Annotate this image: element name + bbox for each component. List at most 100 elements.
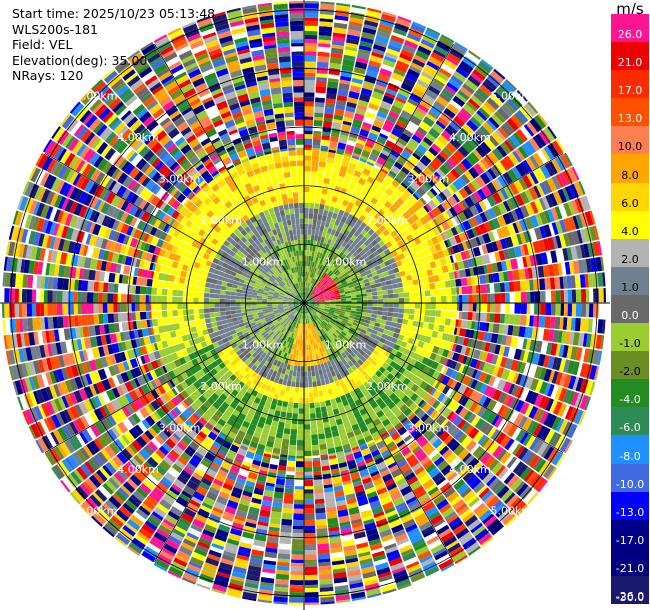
range-gate bbox=[388, 307, 394, 313]
range-gate bbox=[323, 260, 328, 267]
range-gate bbox=[349, 179, 358, 188]
range-gate bbox=[318, 39, 331, 45]
range-gate bbox=[313, 208, 319, 215]
range-gate bbox=[406, 68, 420, 79]
range-gate bbox=[312, 285, 317, 291]
range-gate bbox=[308, 392, 314, 398]
range-gate bbox=[365, 111, 376, 120]
range-gate bbox=[294, 480, 304, 487]
range-gate bbox=[329, 140, 338, 149]
range-gate bbox=[351, 297, 357, 301]
range-gate bbox=[381, 179, 391, 188]
range-gate bbox=[366, 9, 381, 18]
range-gate bbox=[332, 224, 339, 231]
range-gate bbox=[406, 225, 415, 234]
range-gate bbox=[307, 294, 312, 300]
range-gate bbox=[377, 294, 384, 299]
range-gate bbox=[316, 538, 329, 545]
range-gate bbox=[378, 216, 386, 225]
range-gate bbox=[442, 175, 452, 186]
range-gate bbox=[476, 110, 488, 121]
range-gate bbox=[376, 135, 387, 145]
range-gate bbox=[304, 532, 316, 540]
range-gate bbox=[419, 98, 433, 110]
range-gate bbox=[567, 289, 573, 303]
range-gate bbox=[308, 296, 313, 301]
range-gate bbox=[342, 223, 349, 230]
range-gate bbox=[356, 247, 363, 254]
range-gate bbox=[441, 87, 455, 100]
range-gate bbox=[330, 266, 336, 272]
range-gate bbox=[308, 271, 311, 278]
range-gate bbox=[307, 295, 312, 300]
range-gate bbox=[571, 303, 577, 317]
range-gate bbox=[513, 314, 521, 326]
range-gate bbox=[393, 144, 404, 155]
range-gate bbox=[385, 320, 392, 326]
range-gate bbox=[429, 316, 436, 324]
range-gate bbox=[366, 292, 373, 297]
range-gate bbox=[371, 51, 384, 59]
range-gate bbox=[335, 243, 342, 250]
range-gate bbox=[350, 248, 357, 255]
range-gate bbox=[307, 287, 310, 294]
range-gate bbox=[479, 125, 491, 138]
range-gate bbox=[345, 42, 359, 49]
range-gate bbox=[377, 303, 384, 307]
range-gate bbox=[331, 274, 337, 280]
range-gate bbox=[327, 257, 333, 264]
range-gate bbox=[313, 130, 322, 135]
range-gate bbox=[345, 106, 356, 113]
range-gate bbox=[521, 143, 532, 157]
range-gate bbox=[318, 438, 326, 445]
range-gate bbox=[435, 310, 442, 317]
range-gate bbox=[315, 412, 322, 419]
range-gate bbox=[458, 311, 463, 320]
range-gate bbox=[467, 50, 481, 60]
range-gate bbox=[325, 232, 331, 239]
range-gate bbox=[290, 574, 304, 581]
range-gate bbox=[432, 184, 442, 195]
range-gate bbox=[299, 382, 304, 388]
range-gate bbox=[380, 128, 391, 137]
range-gate bbox=[315, 503, 325, 509]
range-gate bbox=[428, 127, 441, 139]
range-gate bbox=[412, 320, 419, 327]
range-gate bbox=[390, 213, 398, 222]
range-gate bbox=[298, 413, 304, 420]
range-gate bbox=[391, 31, 406, 40]
range-gate bbox=[445, 142, 458, 154]
range-gate bbox=[304, 116, 314, 120]
range-gate bbox=[396, 158, 406, 167]
range-gate bbox=[436, 95, 449, 108]
range-gate bbox=[378, 23, 393, 32]
range-gate bbox=[408, 138, 420, 149]
range-gate bbox=[423, 181, 432, 190]
range-gate bbox=[348, 254, 355, 261]
range-gate bbox=[410, 181, 420, 191]
range-gate bbox=[512, 132, 524, 145]
range-gate bbox=[372, 295, 378, 300]
range-gate bbox=[520, 303, 527, 315]
range-gate bbox=[283, 374, 289, 381]
range-gate bbox=[306, 276, 309, 283]
range-gate bbox=[284, 488, 294, 494]
range-gate bbox=[336, 99, 347, 106]
range-gate bbox=[328, 251, 333, 258]
range-gate bbox=[304, 587, 319, 593]
range-gate bbox=[375, 175, 385, 184]
range-gate bbox=[342, 58, 355, 67]
range-gate bbox=[400, 149, 412, 160]
range-gate bbox=[437, 117, 449, 127]
range-gate bbox=[283, 395, 289, 402]
range-gate bbox=[320, 406, 327, 413]
range-gate bbox=[400, 324, 408, 331]
range-gate bbox=[319, 225, 325, 232]
range-gate bbox=[340, 227, 347, 235]
range-gate bbox=[338, 221, 345, 228]
range-gate bbox=[298, 408, 304, 414]
range-gate bbox=[438, 36, 454, 48]
range-gate bbox=[338, 239, 345, 246]
range-gate bbox=[292, 370, 297, 377]
range-gate bbox=[344, 110, 355, 119]
